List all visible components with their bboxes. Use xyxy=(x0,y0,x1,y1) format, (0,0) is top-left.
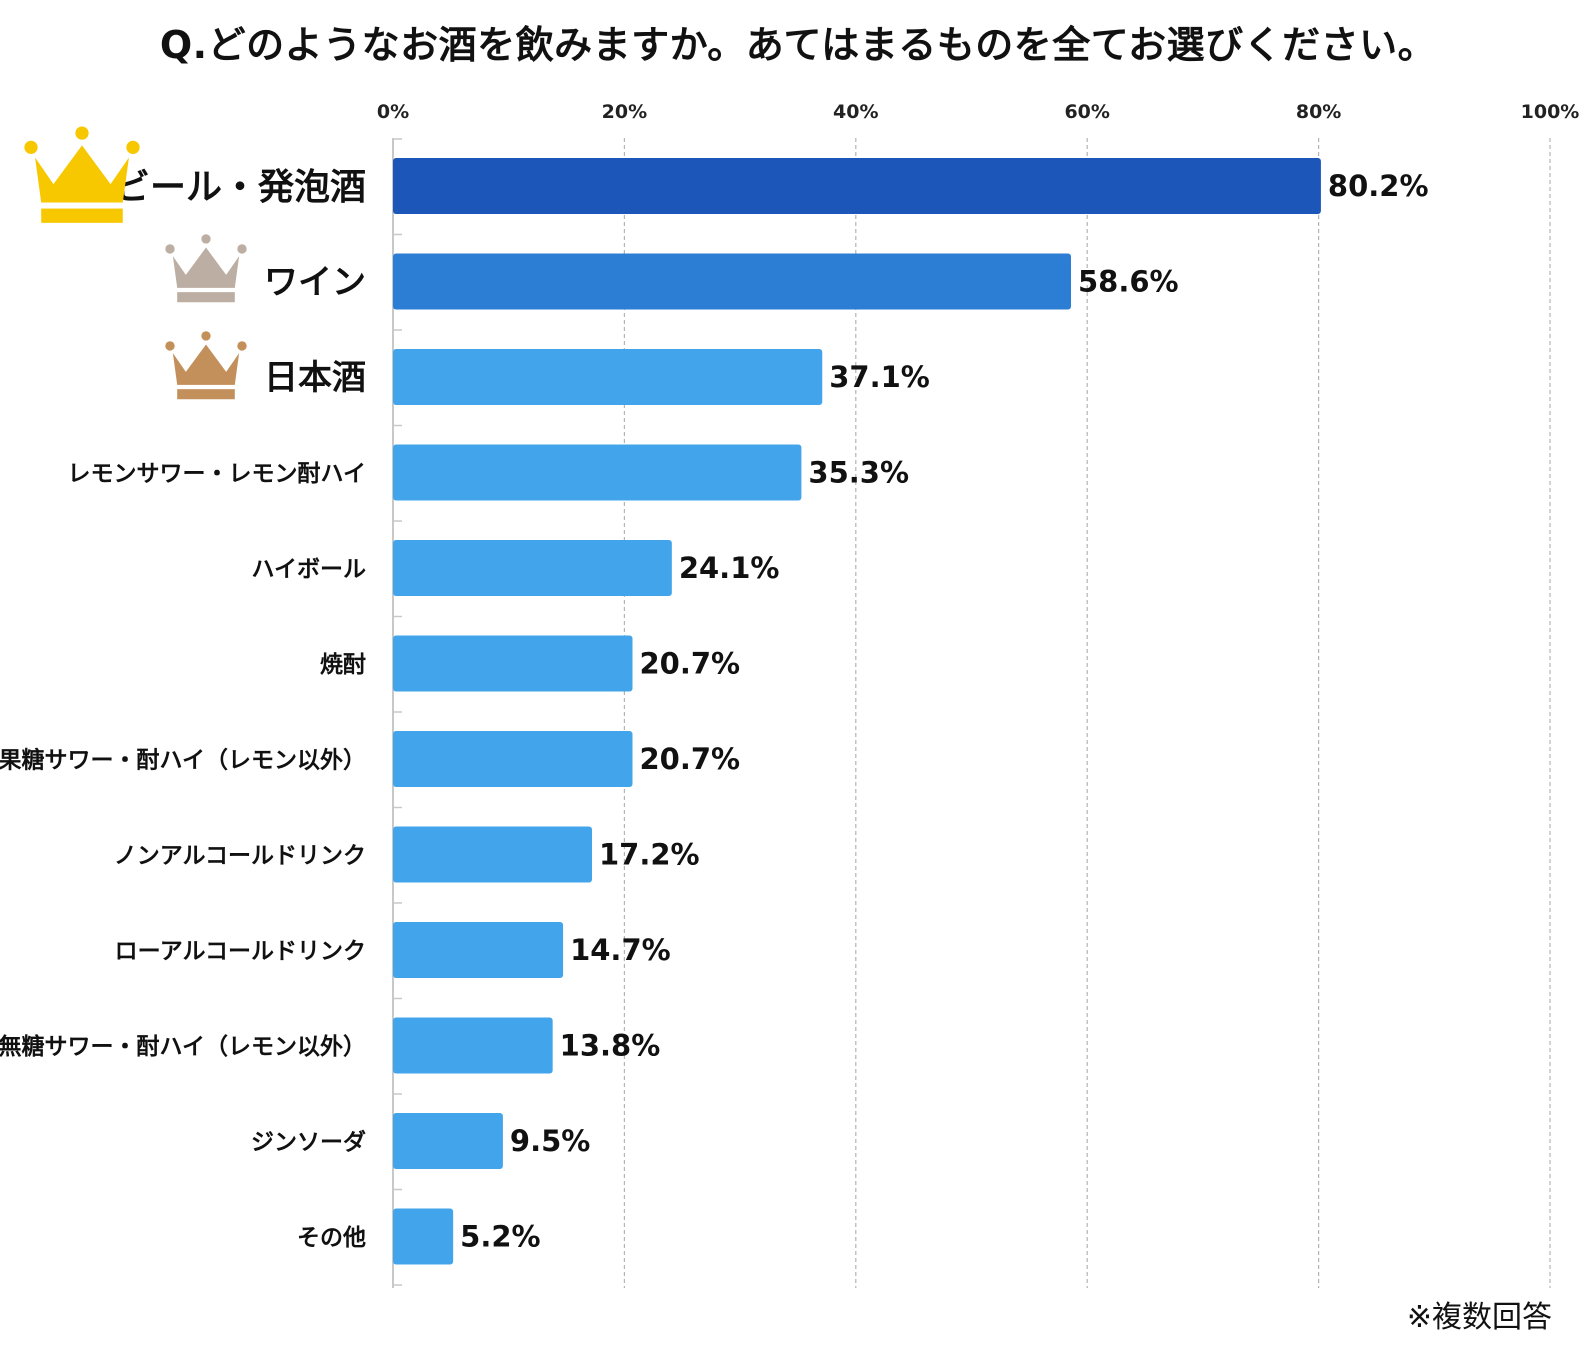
bar xyxy=(393,826,593,883)
bar xyxy=(393,731,633,787)
category-label: ビール・発泡酒 xyxy=(114,167,366,208)
category-label: ノンアルコールドリンク xyxy=(114,843,366,869)
value-label: 20.7% xyxy=(639,647,740,681)
bar xyxy=(393,158,1321,214)
bronze-crown-icon xyxy=(165,331,247,400)
category-label: ワイン xyxy=(264,263,366,303)
bar xyxy=(393,1113,503,1169)
category-label: 果糖サワー・酎ハイ（レモン以外） xyxy=(0,746,366,773)
value-label: 20.7% xyxy=(639,742,740,776)
category-label: ハイボール xyxy=(251,556,366,582)
bar xyxy=(393,540,672,596)
x-tick-label: 0% xyxy=(377,101,409,123)
x-tick-label: 40% xyxy=(833,101,878,123)
x-tick-label: 80% xyxy=(1296,101,1341,123)
category-label: 焼酎 xyxy=(320,651,366,678)
bar xyxy=(393,635,633,692)
value-label: 9.5% xyxy=(510,1124,590,1158)
category-label: 日本酒 xyxy=(264,358,366,398)
category-label: その他 xyxy=(297,1225,366,1251)
value-label: 14.7% xyxy=(570,933,671,967)
silver-crown-icon xyxy=(165,234,247,303)
bar xyxy=(393,1017,553,1074)
bar xyxy=(393,1208,454,1265)
bar xyxy=(393,922,564,978)
x-tick-label: 20% xyxy=(602,101,647,123)
category-label: ジンソーダ xyxy=(251,1128,366,1155)
value-label: 37.1% xyxy=(829,360,930,394)
value-label: 80.2% xyxy=(1328,169,1429,203)
bar xyxy=(393,253,1072,310)
value-label: 17.2% xyxy=(599,838,700,872)
multiple-answer-note: ※複数回答 xyxy=(1406,1300,1552,1335)
gold-crown-icon xyxy=(24,126,140,223)
chart-title: Q.どのようなお酒を飲みますか。あてはまるものを全てお選びください。 xyxy=(159,23,1437,67)
category-label: レモンサワー・レモン酎ハイ xyxy=(67,461,366,487)
category-label: ローアルコールドリンク xyxy=(115,938,366,964)
bar xyxy=(393,349,823,405)
category-label: 無糖サワー・酎ハイ（レモン以外） xyxy=(0,1033,366,1060)
value-label: 35.3% xyxy=(808,456,909,490)
value-label: 58.6% xyxy=(1078,265,1179,299)
x-tick-label: 60% xyxy=(1064,101,1109,123)
value-label: 5.2% xyxy=(460,1220,540,1254)
bar xyxy=(393,444,802,501)
value-label: 24.1% xyxy=(679,551,780,585)
value-label: 13.8% xyxy=(560,1029,661,1063)
x-tick-label: 100% xyxy=(1521,101,1580,123)
